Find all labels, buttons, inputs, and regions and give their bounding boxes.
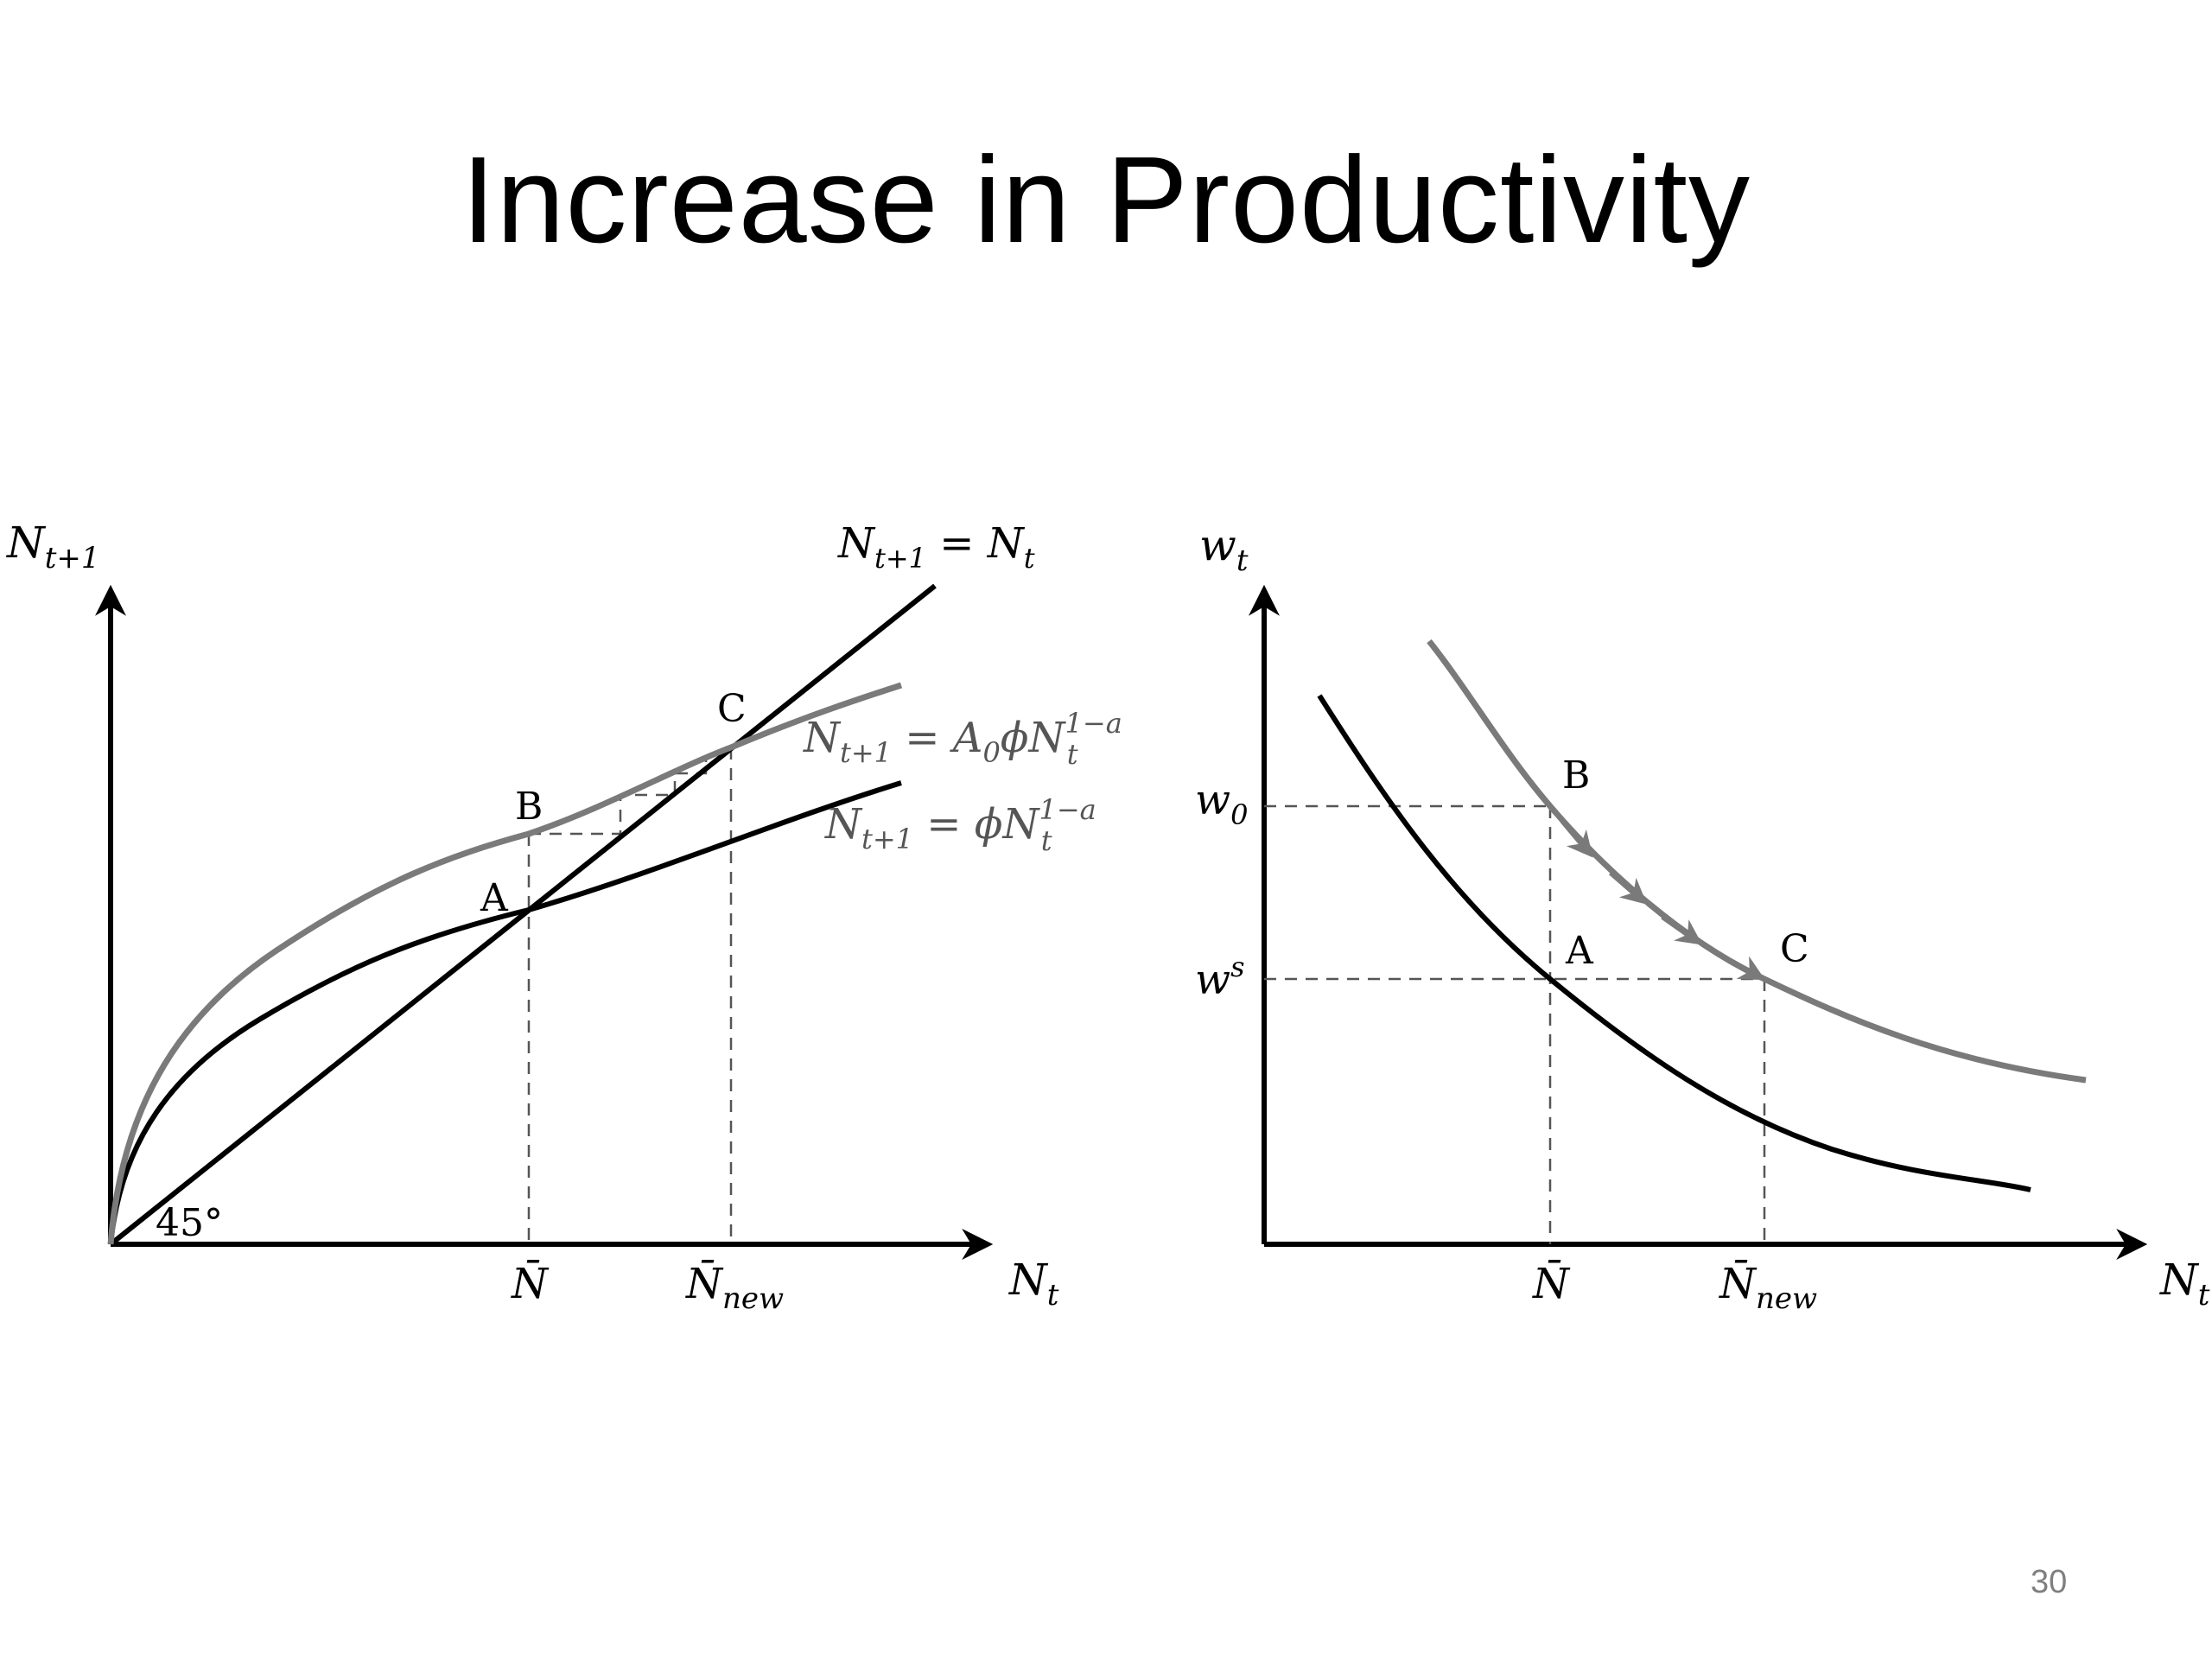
label-curve-old: Nt+1 = ϕN1−a t bbox=[824, 793, 1096, 857]
labor-supply-new-curve bbox=[1427, 639, 2087, 1084]
right-y-axis-label: wt bbox=[1199, 520, 1249, 578]
left-y-axis-label: Nt+1 bbox=[6, 518, 100, 575]
line-45-degree bbox=[109, 583, 937, 1247]
angle-45-label: 45° bbox=[156, 1201, 223, 1245]
right-point-c: C bbox=[1780, 927, 1809, 971]
transition-arrow bbox=[1661, 914, 1703, 945]
left-diagram: Nt+1 Nt 45° A B C Nt+1 = Nt Nt+1 = A0ϕN1… bbox=[6, 518, 1122, 1316]
right-point-a: A bbox=[1565, 929, 1594, 973]
left-tick-nnew: N̄new bbox=[685, 1258, 784, 1316]
left-point-c: C bbox=[717, 687, 747, 731]
transition-arrow bbox=[1719, 953, 1766, 981]
right-tick-ws: ws bbox=[1195, 950, 1245, 1004]
transition-arrow bbox=[1609, 870, 1648, 905]
curve-old-production bbox=[108, 780, 902, 1245]
page-number: 30 bbox=[2031, 1564, 2068, 1600]
left-point-b: B bbox=[515, 785, 543, 829]
transition-arrows bbox=[1560, 819, 1766, 981]
right-tick-nnew: N̄new bbox=[1719, 1258, 1817, 1316]
slide-title: Increase in Productivity bbox=[461, 131, 1751, 269]
right-diagram: wt Nt w0 ws B A C N̄ bbox=[1195, 520, 2210, 1316]
left-x-axis-label: Nt bbox=[1008, 1255, 1059, 1313]
curve-new-production bbox=[107, 682, 903, 1245]
label-line-45: Nt+1 = Nt bbox=[837, 519, 1035, 575]
labor-supply-old-curve bbox=[1317, 694, 2031, 1192]
right-tick-w0: w0 bbox=[1195, 776, 1248, 831]
transition-arrow bbox=[1560, 819, 1593, 858]
left-tick-nbar: N̄ bbox=[511, 1258, 550, 1308]
right-x-axis-label: Nt bbox=[2159, 1255, 2210, 1313]
right-tick-nbar: N̄ bbox=[1532, 1258, 1571, 1308]
label-curve-new: Nt+1 = A0ϕN1−a t bbox=[803, 707, 1122, 771]
left-point-a: A bbox=[480, 876, 509, 920]
right-point-b: B bbox=[1562, 753, 1590, 798]
